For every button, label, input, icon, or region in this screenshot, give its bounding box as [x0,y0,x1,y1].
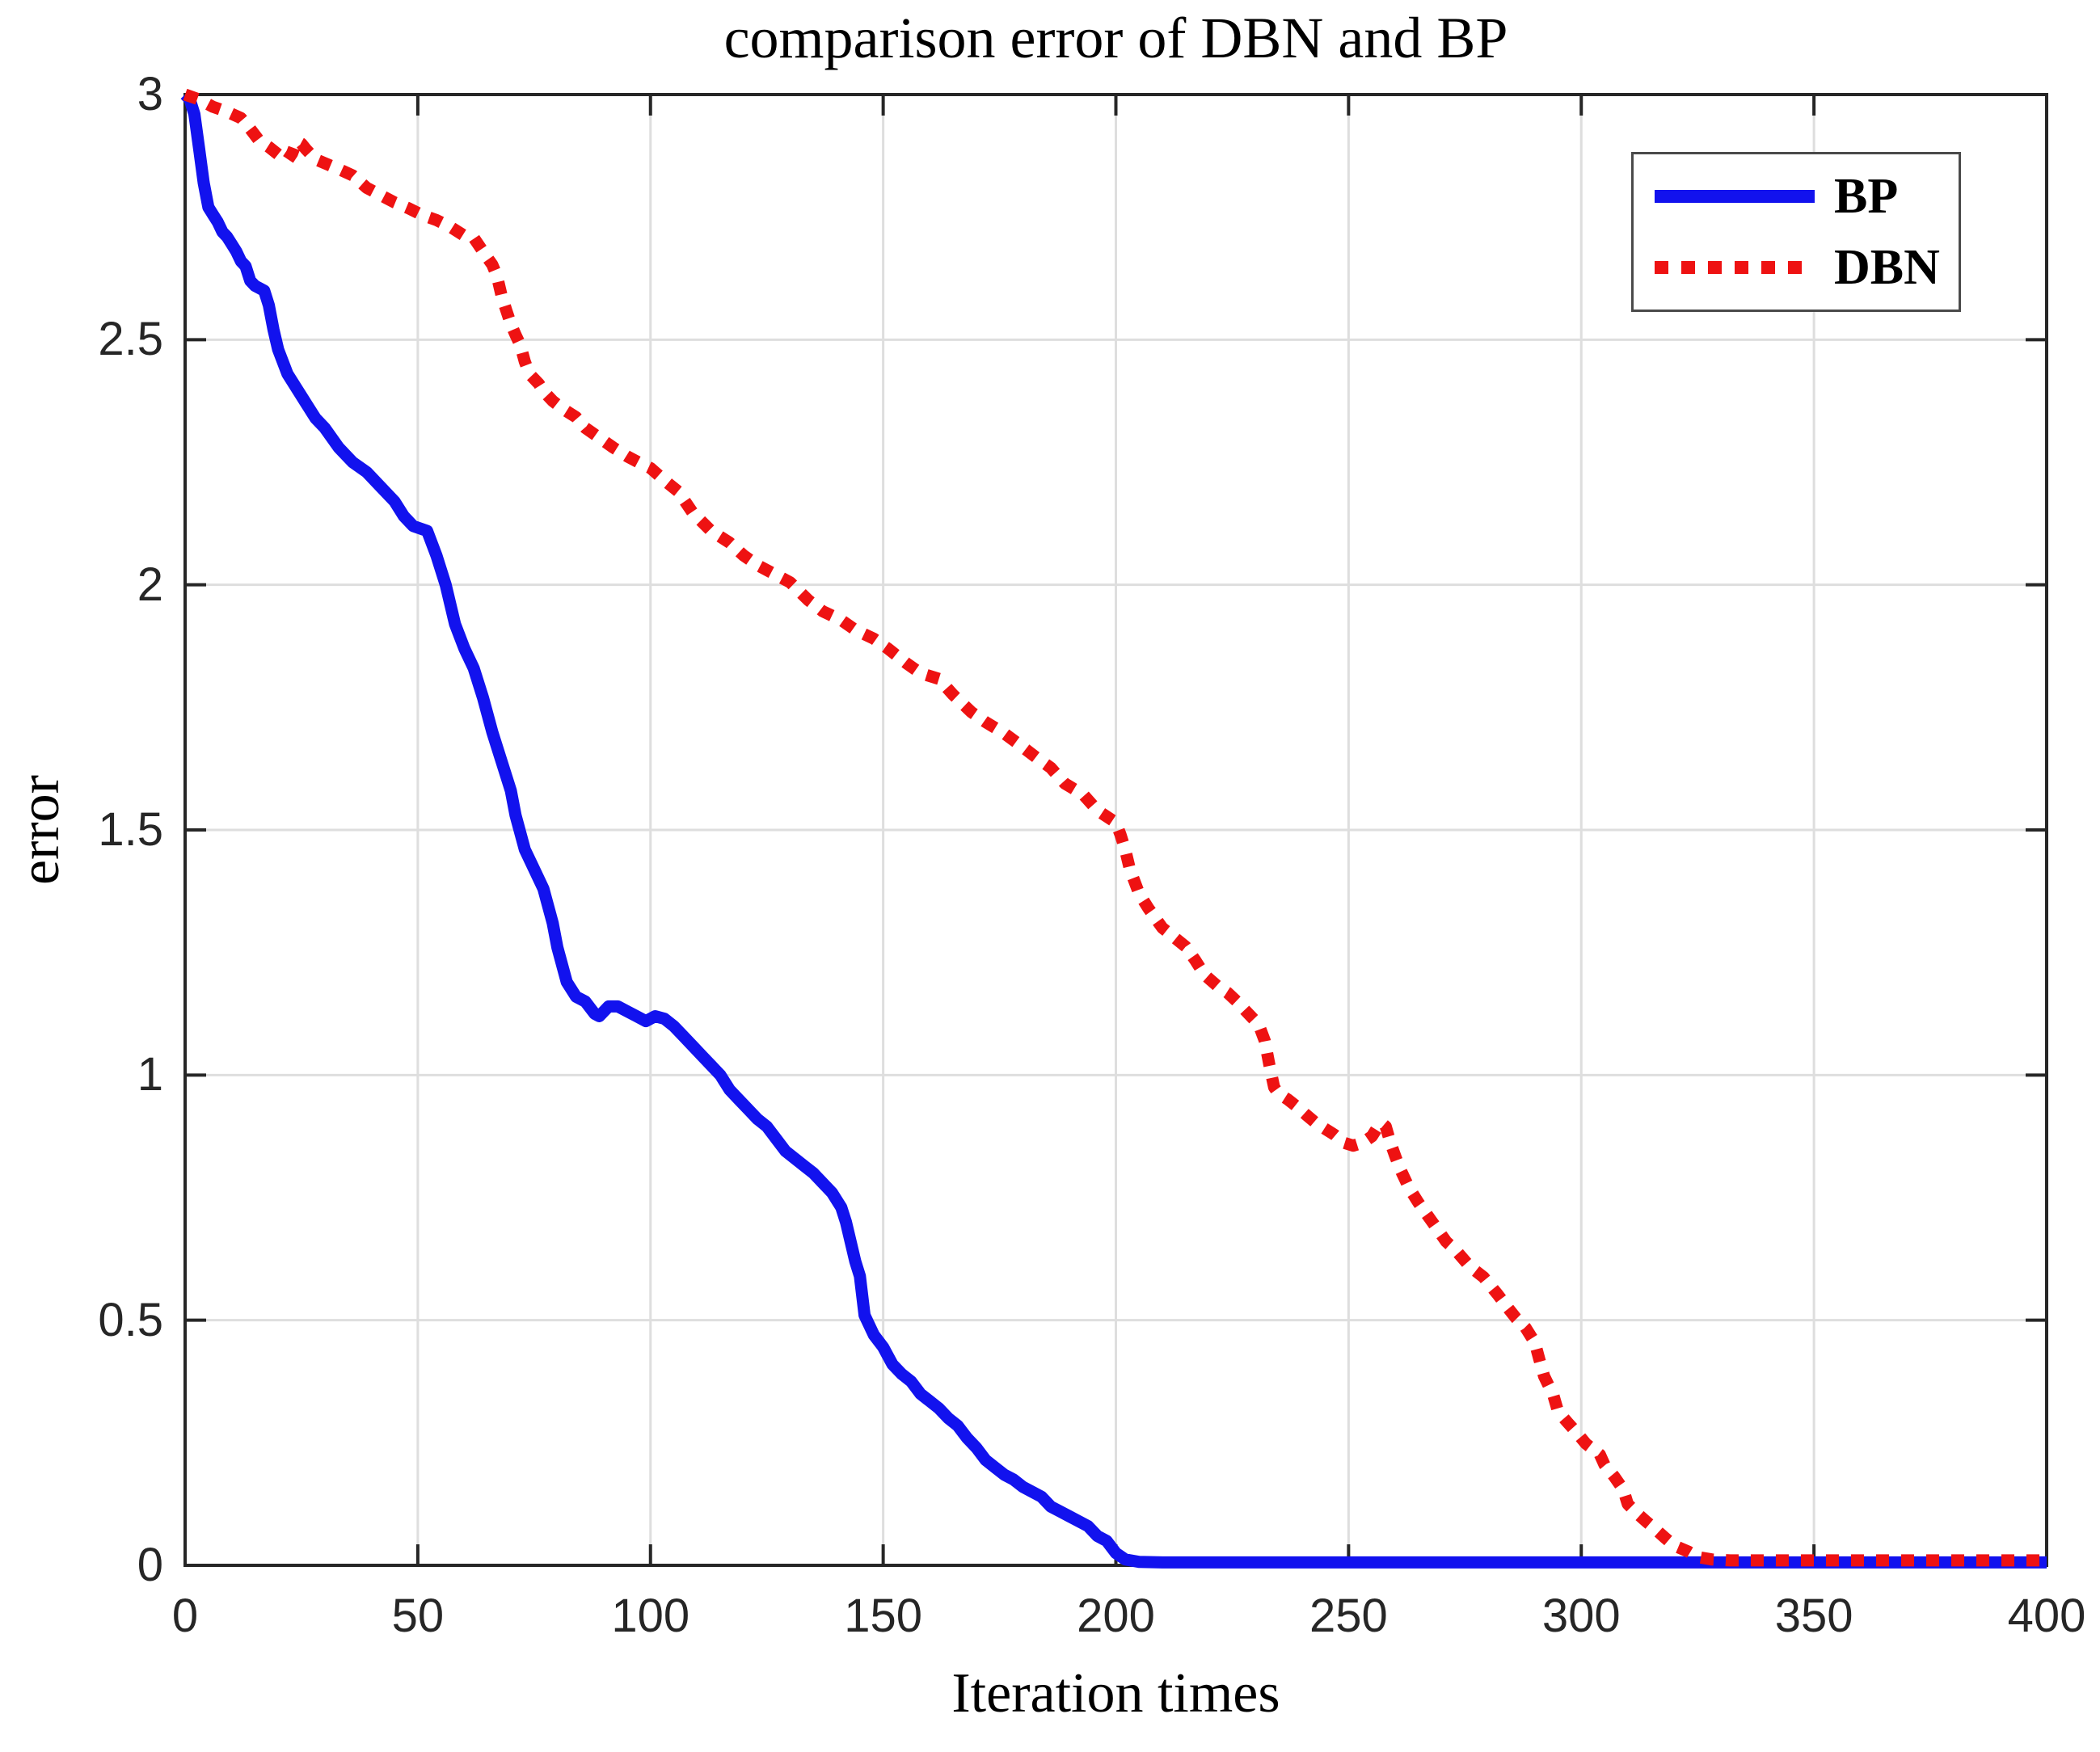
x-tick-label: 200 [1077,1590,1155,1642]
x-tick-label: 50 [391,1590,445,1642]
x-tick-label: 100 [611,1590,690,1642]
x-tick-label: 400 [2007,1590,2086,1642]
y-tick-label: 0.5 [98,1293,163,1346]
x-tick-label: 300 [1541,1590,1621,1642]
bp-line [180,90,2047,1569]
y-tick-label: 2.5 [98,313,163,366]
x-tick-label: 150 [844,1590,923,1642]
y-tick-label: 0 [137,1539,163,1591]
dbn-line [183,88,2047,1567]
x-tick-label: 350 [1774,1590,1853,1642]
chart-title: comparison error of DBN and BP [723,6,1508,70]
legend-item-dbn: DBN [1655,242,1959,293]
x-tick-label: 250 [1309,1590,1388,1642]
dbn-line-swatch [1655,261,1815,274]
y-tick-label: 1.5 [98,803,163,856]
y-tick-label: 2 [137,558,163,611]
bp-line-swatch [1655,190,1815,203]
legend-label-dbn: DBN [1834,240,1940,295]
y-tick-label: 1 [137,1048,163,1101]
x-axis-label: Iteration times [951,1662,1280,1725]
legend: BP DBN [1631,152,1961,312]
y-tick-label: 3 [137,68,163,120]
legend-item-bp: BP [1655,171,1959,221]
legend-label-bp: BP [1834,169,1899,224]
x-tick-label: 0 [171,1590,199,1642]
